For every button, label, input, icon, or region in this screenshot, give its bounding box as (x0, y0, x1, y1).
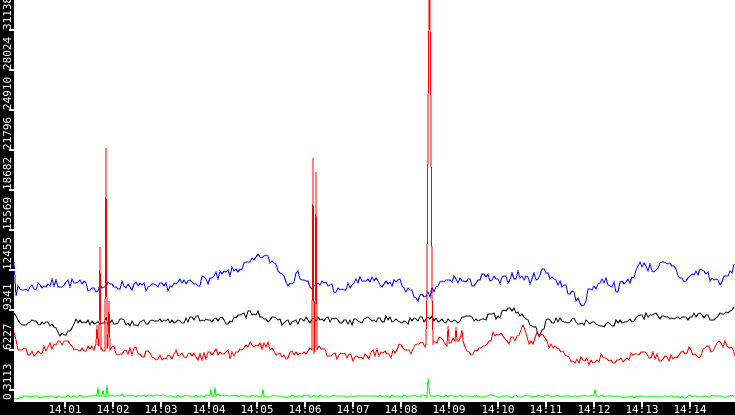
y-tick-mark (9, 69, 15, 71)
x-tick-mark (160, 402, 162, 407)
x-tick-label: 14:02 (96, 403, 130, 415)
x-tick-label: 14:08 (384, 403, 418, 415)
x-tick-mark (256, 402, 258, 407)
y-tick-label: 31138 (1, 0, 14, 30)
y-tick-mark (9, 229, 15, 231)
y-tick-label: 28024 (1, 36, 14, 70)
x-tick-label: 14:04 (192, 403, 226, 415)
green-series (13, 377, 735, 400)
x-tick-mark (304, 402, 306, 407)
x-tick-mark (208, 402, 210, 407)
y-tick-label: 12455 (1, 236, 14, 270)
red-series (13, 0, 735, 367)
x-tick-label: 14:05 (240, 403, 274, 415)
black-series (13, 306, 735, 337)
y-tick-mark (9, 189, 15, 191)
x-tick-mark (400, 402, 402, 407)
x-tick-label: 14:13 (625, 403, 659, 415)
x-tick-label: 14:11 (529, 403, 563, 415)
y-tick-mark (9, 349, 15, 351)
x-tick-label: 14:01 (48, 403, 82, 415)
x-axis-strip: 14:01 14:02 14:03 14:04 14:05 14:06 14:07 14:08… (0, 402, 735, 415)
y-tick-mark (9, 109, 15, 111)
x-tick-mark (448, 402, 450, 407)
x-tick-label: 14:09 (432, 403, 466, 415)
y-tick-label: 3113 (1, 363, 14, 391)
x-tick-mark (497, 402, 499, 407)
x-tick-mark (64, 402, 66, 407)
y-tick-label: 6227 (1, 323, 14, 351)
y-tick-label: 15569 (1, 196, 14, 230)
x-tick-label: 14:07 (336, 403, 370, 415)
x-tick-mark (352, 402, 354, 407)
y-tick-label: 9341 (1, 283, 14, 311)
y-tick-label: 21796 (1, 116, 14, 150)
y-tick-mark (9, 29, 15, 31)
y-tick-mark (9, 149, 15, 151)
y-tick-label: 24910 (1, 76, 14, 110)
x-tick-mark (641, 402, 643, 407)
x-tick-label: 14:12 (577, 403, 611, 415)
x-tick-mark (112, 402, 114, 407)
x-tick-mark (689, 402, 691, 407)
x-tick-label: 14:10 (481, 403, 515, 415)
x-tick-label: 14:06 (288, 403, 322, 415)
x-tick-label: 14:03 (144, 403, 178, 415)
y-tick-mark (9, 389, 15, 391)
x-tick-mark (593, 402, 595, 407)
y-tick-label: 18682 (1, 156, 14, 190)
x-tick-mark (545, 402, 547, 407)
y-tick-mark (9, 269, 15, 271)
y-tick-label: 0 (1, 393, 14, 400)
x-tick-label: 14:14 (673, 403, 707, 415)
y-axis-strip: 31138 28024 24910 21796 18682 15569 12455 9341 6… (0, 0, 15, 415)
blue-series (13, 253, 735, 307)
y-tick-mark (9, 309, 15, 311)
